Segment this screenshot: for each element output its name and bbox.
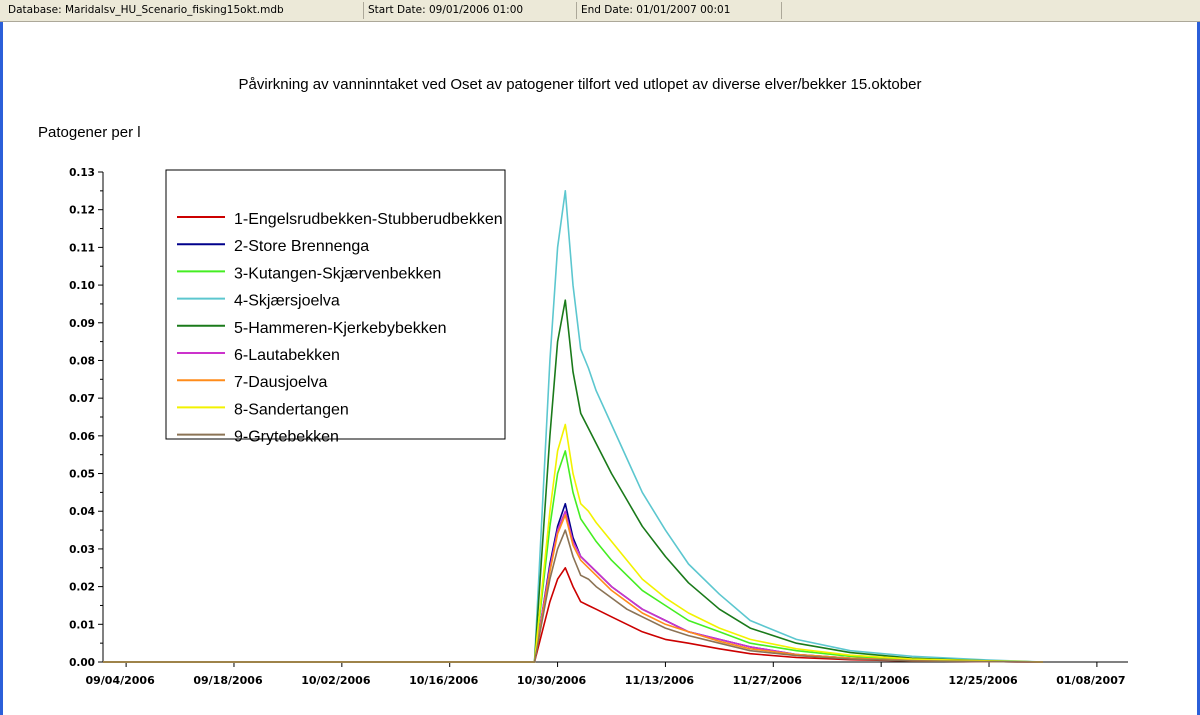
y-tick-label: 0.00	[69, 657, 95, 669]
status-bar: Database: Maridalsv_HU_Scenario_fisking1…	[0, 0, 1200, 22]
x-tick-label: 09/18/2006	[193, 674, 263, 687]
series-lines	[103, 190, 1044, 663]
y-tick-label: 0.08	[69, 355, 95, 367]
y-tick-label: 0.03	[69, 544, 95, 556]
y-tick-label: 0.12	[69, 205, 95, 217]
y-tick-label: 0.09	[69, 318, 95, 330]
series-line-3	[103, 450, 1044, 663]
y-tick-label: 0.04	[69, 506, 95, 518]
series-line-9	[103, 529, 1044, 663]
x-tick-label: 10/02/2006	[301, 674, 371, 687]
chart-window-frame	[0, 22, 1200, 715]
chart-area: Påvirkning av vanninntaket ved Oset av p…	[38, 76, 1128, 687]
y-tick-label: 0.05	[69, 469, 95, 481]
x-tick-label: 01/08/2007	[1056, 674, 1125, 687]
x-tick-label: 09/04/2006	[85, 674, 155, 687]
legend-label: 3-Kutangen-Skjærvenbekken	[234, 265, 441, 282]
y-axis-label: Patogener per l	[38, 124, 141, 141]
legend: 1-Engelsrudbekken-Stubberudbekken 2-Store…	[165, 169, 506, 446]
y-tick-label: 0.01	[69, 619, 95, 631]
series-line-1	[103, 566, 1044, 663]
y-tick-label: 0.13	[69, 167, 95, 179]
legend-label: 6-Lautabekken	[234, 347, 340, 364]
legend-label: 1-Engelsrudbekken-Stubberudbekken	[234, 211, 503, 228]
x-tick-label: 12/11/2006	[841, 674, 911, 687]
series-line-2	[103, 502, 1044, 663]
legend-label: 2-Store Brennenga	[234, 238, 369, 255]
series-line-5	[103, 299, 1044, 663]
status-end-date: End Date: 01/01/2007 00:01	[577, 2, 782, 19]
status-database: Database: Maridalsv_HU_Scenario_fisking1…	[4, 2, 364, 19]
x-tick-label: 12/25/2006	[948, 674, 1018, 687]
y-axis-ticks: 0.00 0.01 0.02 0.03 0.04 0.05 0.06 0.07 0.08 0.09…	[69, 167, 103, 669]
y-tick-label: 0.10	[69, 280, 95, 292]
legend-label: 7-Dausjoelva	[234, 374, 327, 391]
legend-label: 9-Grytebekken	[234, 429, 339, 446]
series-line-7	[103, 514, 1044, 663]
y-tick-label: 0.07	[69, 393, 95, 405]
series-line-8	[103, 423, 1044, 663]
chart-title: Påvirkning av vanninntaket ved Oset av p…	[239, 76, 922, 93]
series-line-4	[103, 190, 1044, 663]
y-tick-label: 0.06	[69, 431, 95, 443]
legend-label: 5-Hammeren-Kjerkebybekken	[234, 320, 447, 337]
x-tick-label: 10/16/2006	[409, 674, 479, 687]
legend-label: 4-Skjærsjoelva	[234, 293, 340, 310]
x-tick-label: 11/13/2006	[625, 674, 695, 687]
legend-label: 8-Sandertangen	[234, 401, 349, 418]
x-axis-ticks: 09/04/2006 09/18/2006 10/02/2006 10/16/2006…	[85, 662, 1126, 687]
status-start-date: Start Date: 09/01/2006 01:00	[364, 2, 577, 19]
y-tick-label: 0.02	[69, 582, 95, 594]
x-tick-label: 10/30/2006	[517, 674, 587, 687]
y-tick-label: 0.11	[69, 242, 95, 254]
legend-box	[165, 169, 506, 440]
x-tick-label: 11/27/2006	[733, 674, 803, 687]
